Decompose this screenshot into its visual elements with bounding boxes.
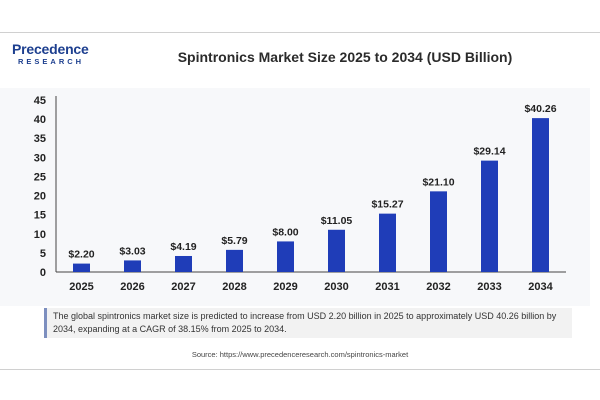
y-tick-label: 0 <box>40 267 46 279</box>
x-tick-label: 2034 <box>528 281 553 293</box>
x-tick-label: 2026 <box>120 281 144 293</box>
x-tick-label: 2033 <box>477 281 501 293</box>
y-tick-label: 10 <box>34 229 46 241</box>
bar <box>226 249 243 272</box>
x-tick-label: 2028 <box>222 281 246 293</box>
y-tick-label: 40 <box>34 114 46 126</box>
x-tick-label: 2025 <box>69 281 93 293</box>
y-tick-label: 25 <box>34 171 46 183</box>
x-tick-label: 2032 <box>426 281 450 293</box>
bar-value-label: $29.14 <box>473 146 505 158</box>
y-tick-label: 20 <box>34 191 46 203</box>
bar <box>430 191 447 272</box>
bar <box>532 118 549 272</box>
bar-chart: 051015202530354045$2.202025$3.032026$4.1… <box>34 95 566 293</box>
bar-value-label: $15.27 <box>371 199 403 211</box>
brand-logo: Precedence RESEARCH <box>12 41 102 71</box>
bar <box>124 260 141 272</box>
y-tick-label: 5 <box>40 248 46 260</box>
x-tick-label: 2029 <box>273 281 297 293</box>
y-tick-label: 15 <box>34 210 46 222</box>
bar-value-label: $21.10 <box>422 176 454 188</box>
bar-value-label: $5.79 <box>221 235 247 247</box>
chart-frame <box>0 32 600 370</box>
x-tick-label: 2030 <box>324 281 348 293</box>
bar <box>379 213 396 272</box>
bar-value-label: $11.05 <box>321 215 353 227</box>
bar <box>175 255 192 272</box>
brand-logo-name: Precedence <box>12 41 89 57</box>
bar-value-label: $4.19 <box>170 241 196 253</box>
y-tick-label: 35 <box>34 133 46 145</box>
bar <box>73 263 90 272</box>
y-tick-label: 45 <box>34 95 46 107</box>
brand-logo-subtitle: RESEARCH <box>18 57 85 66</box>
bar-value-label: $2.20 <box>68 249 94 261</box>
bar-value-label: $40.26 <box>524 103 556 115</box>
x-tick-label: 2027 <box>171 281 195 293</box>
y-tick-label: 30 <box>34 152 46 164</box>
bar-value-label: $8.00 <box>272 226 298 238</box>
bar <box>481 160 498 272</box>
bar-value-label: $3.03 <box>119 245 145 257</box>
x-tick-label: 2031 <box>375 281 399 293</box>
source-note: Source: https://www.precedenceresearch.c… <box>191 350 409 359</box>
bar <box>328 229 345 272</box>
chart-caption: The global spintronics market size is pr… <box>44 308 572 338</box>
bar <box>277 241 294 272</box>
chart-title: Spintronics Market Size 2025 to 2034 (US… <box>177 49 513 65</box>
